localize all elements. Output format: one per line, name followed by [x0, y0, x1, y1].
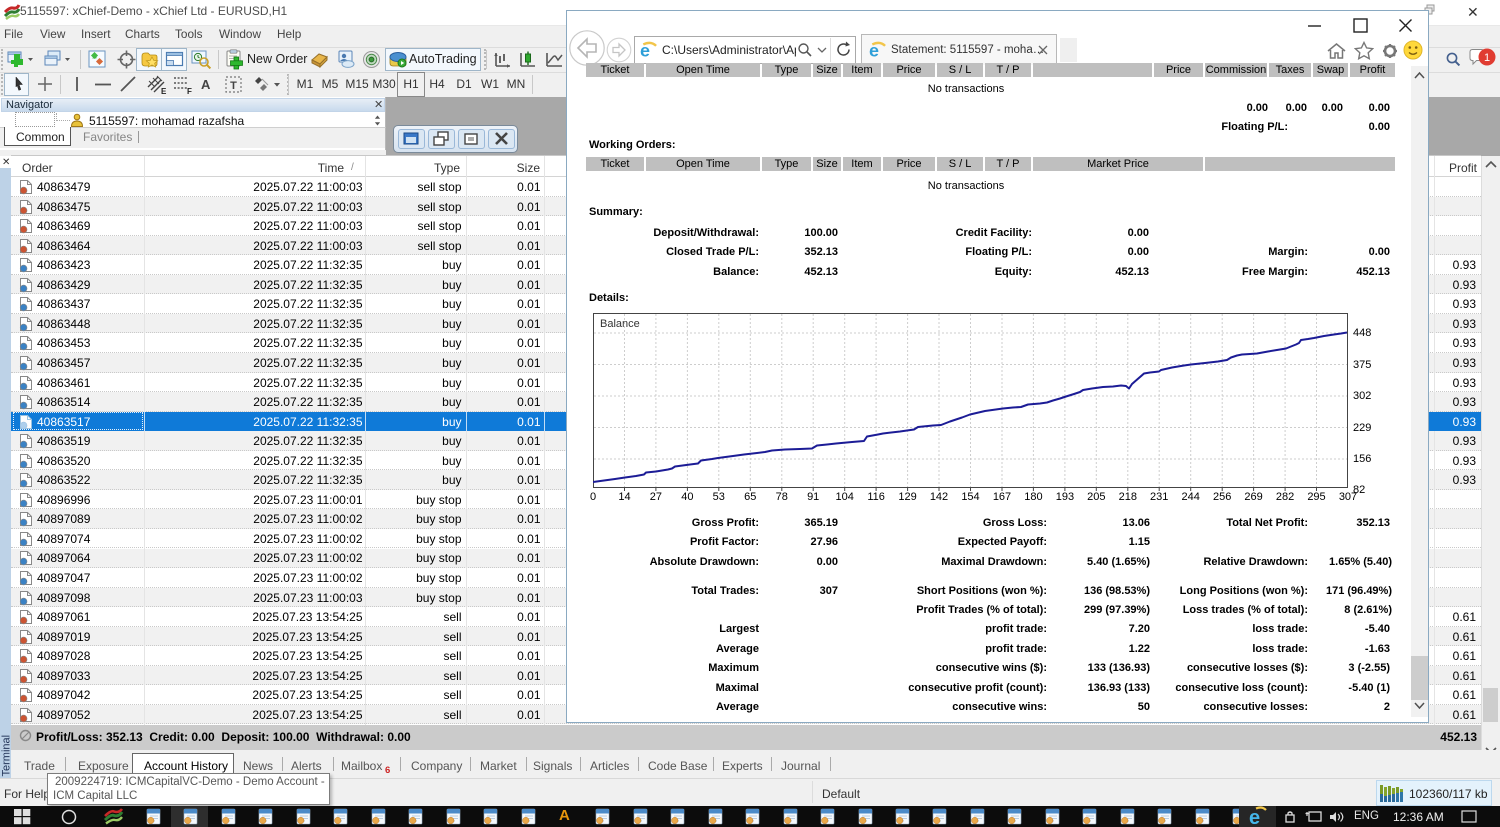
svg-text:e: e: [1249, 807, 1260, 827]
svg-text:e: e: [640, 41, 650, 58]
svg-text:F: F: [187, 87, 192, 95]
svg-text:T: T: [230, 80, 237, 92]
svg-text:E: E: [161, 87, 167, 95]
svg-text:1: 1: [1484, 52, 1490, 64]
svg-text:e: e: [869, 41, 879, 58]
